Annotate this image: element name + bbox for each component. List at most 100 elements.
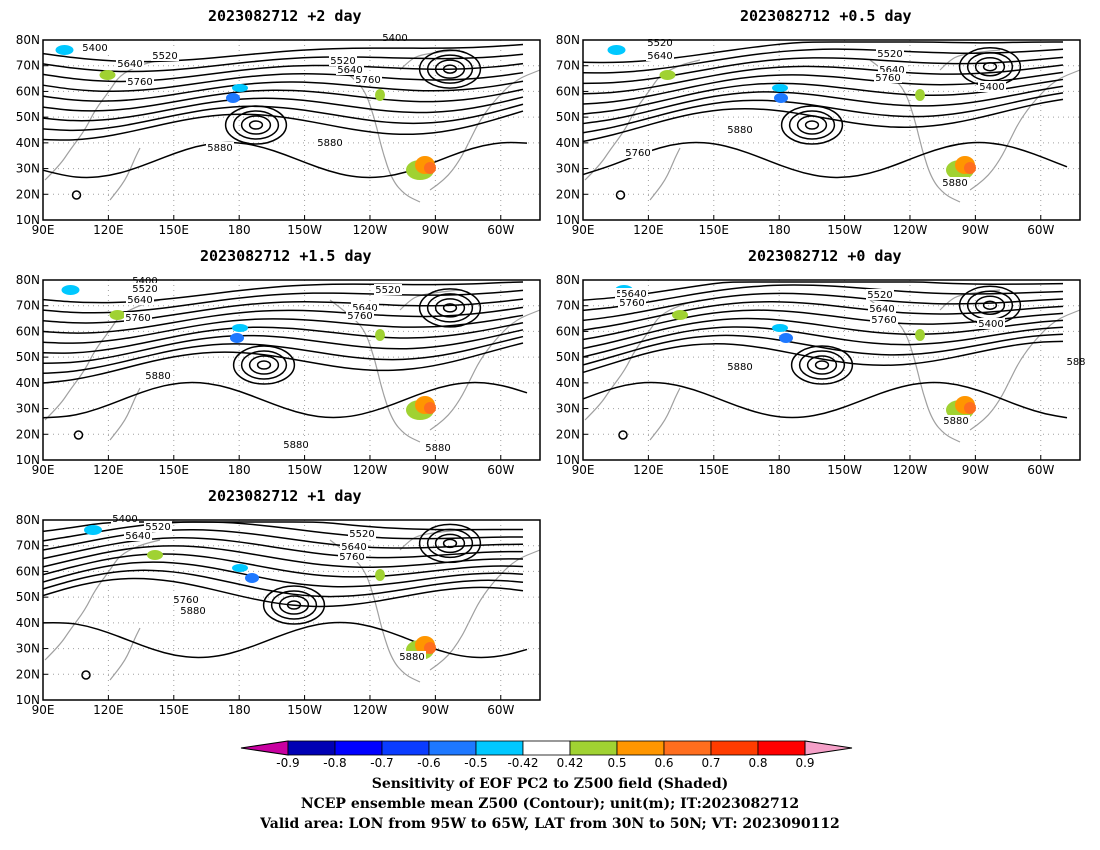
lat-tick-label: 40N <box>556 376 580 390</box>
lon-tick-label: 90E <box>32 703 55 717</box>
closed-low-contour <box>278 595 310 615</box>
lon-tick-label: 150E <box>699 463 730 477</box>
contour-label-bg <box>624 147 652 158</box>
colorbar-tick-label: 0.7 <box>701 756 720 770</box>
contour-label: 5880 <box>399 652 424 663</box>
lat-tick-label: 50N <box>16 590 40 604</box>
contour-label-bg <box>354 74 382 85</box>
sensitivity-patch <box>232 84 248 92</box>
closed-low-contour <box>240 350 288 380</box>
colorbar-tick-label: 0.9 <box>795 756 814 770</box>
closed-low-contour <box>790 345 854 385</box>
closed-low-contour <box>434 298 466 318</box>
colorbar-tick-label: -0.6 <box>417 756 440 770</box>
closed-low-contour <box>426 293 474 323</box>
colorbar-segment <box>475 740 524 756</box>
colorbar-left-arrow <box>240 740 289 756</box>
closed-low-contour <box>806 355 838 375</box>
lon-tick-label: 120E <box>633 463 664 477</box>
contour-label-bg <box>179 605 207 616</box>
colorbar-tick-label: -0.9 <box>276 756 299 770</box>
caption-valid-area: Valid area: LON from 95W to 65W, LAT fro… <box>260 816 840 832</box>
closed-low-contour <box>418 523 482 564</box>
closed-low-contour <box>434 59 466 79</box>
colorbar-segment <box>381 740 430 756</box>
contour-label-bg <box>348 528 376 539</box>
contour-label: 5400 <box>132 276 157 287</box>
lon-tick-label: 90E <box>32 463 55 477</box>
sensitivity-patch <box>779 333 793 343</box>
map-background <box>583 280 1080 460</box>
sensitivity-patch <box>147 550 163 560</box>
contour-label-bg <box>978 81 1006 92</box>
height-contour <box>42 545 524 568</box>
lat-tick-label: 30N <box>16 642 40 656</box>
sensitivity-patch <box>375 329 385 341</box>
height-contour <box>42 329 524 364</box>
contour-label: 5880 <box>727 362 752 373</box>
gridlines <box>43 520 540 700</box>
contour-label-bg <box>111 513 139 524</box>
height-contour <box>582 64 1064 95</box>
lon-tick-label: 90W <box>422 703 449 717</box>
height-contour <box>582 85 1064 125</box>
contour-label-bg <box>726 361 754 372</box>
lat-tick-label: 60N <box>556 324 580 338</box>
lon-tick-label: 60W <box>487 223 514 237</box>
sensitivity-patch <box>232 324 248 332</box>
closed-low-contour <box>814 360 830 370</box>
colorbar-right-arrow <box>804 740 853 756</box>
contour-label: 5760 <box>875 73 900 84</box>
height-contour <box>582 78 1064 115</box>
lon-tick-label: 120E <box>93 223 124 237</box>
sensitivity-patch <box>245 573 259 583</box>
map-background <box>43 520 540 700</box>
height-contour <box>42 88 524 112</box>
map-panel-plus0: 5520564057605880552056405760540058805888… <box>556 273 1085 477</box>
lon-tick-label: 180 <box>768 463 791 477</box>
lat-tick-label: 10N <box>556 453 580 467</box>
lon-tick-label: 90E <box>32 223 55 237</box>
contour-label: 5880 <box>942 178 967 189</box>
closed-low-contour <box>248 355 280 375</box>
lat-tick-label: 60N <box>16 84 40 98</box>
height-contour <box>42 553 524 578</box>
contour-label: 5640 <box>352 303 377 314</box>
lat-tick-label: 80N <box>556 273 580 287</box>
contour-label: 5520 <box>132 284 157 295</box>
contour-label: 5640 <box>869 304 894 315</box>
lon-tick-label: 120W <box>353 223 388 237</box>
contour-label: 5640 <box>337 65 362 76</box>
height-contour <box>582 317 1064 350</box>
height-contour <box>582 333 1064 366</box>
map-panel-plus15: 5400552056405760588058805520564057605880… <box>16 273 541 477</box>
lat-tick-label: 70N <box>16 539 40 553</box>
coastline-segment <box>329 299 421 443</box>
lat-tick-label: 10N <box>16 453 40 467</box>
lat-tick-label: 50N <box>556 110 580 124</box>
lon-tick-label: 90E <box>572 463 595 477</box>
contour-label-bg <box>131 283 159 294</box>
lat-tick-label: 30N <box>556 162 580 176</box>
lon-tick-label: 60W <box>1027 223 1054 237</box>
closed-low-contour <box>426 54 474 84</box>
lat-tick-label: 40N <box>16 616 40 630</box>
contour-label-bg <box>870 314 898 325</box>
lon-tick-label: 120W <box>893 223 928 237</box>
lon-tick-label: 120E <box>93 703 124 717</box>
subtropical-contour <box>42 621 528 659</box>
closed-low-contour <box>286 600 302 610</box>
height-contour <box>42 322 524 354</box>
lat-tick-label: 80N <box>16 273 40 287</box>
contour-label: 5760 <box>619 298 644 309</box>
coastline-segment <box>584 299 701 421</box>
contour-label: 5760 <box>339 552 364 563</box>
contour-label: 5760 <box>347 311 372 322</box>
colorbar-segment <box>287 740 336 756</box>
lat-tick-label: 10N <box>556 213 580 227</box>
contour-label: 5880 <box>425 443 450 454</box>
map-frame <box>42 39 541 221</box>
closed-low-contour <box>982 61 998 72</box>
sensitivity-patch <box>375 569 385 581</box>
sensitivity-shading <box>607 45 976 180</box>
